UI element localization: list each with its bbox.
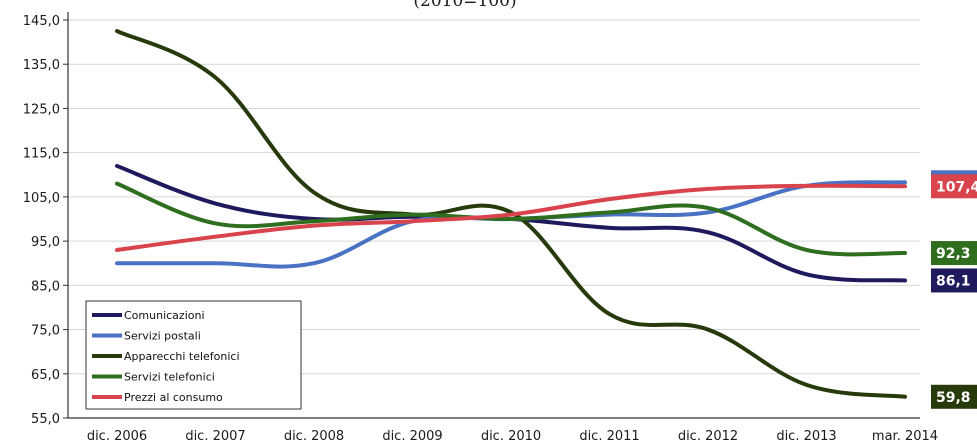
axes: [67, 12, 920, 419]
legend-item: Servizi postali: [92, 330, 201, 343]
legend-item: Comunicazioni: [92, 309, 205, 322]
legend-label: Servizi postali: [124, 330, 201, 343]
y-tick-label: 75,0: [31, 324, 60, 339]
series-lines: [115, 29, 907, 399]
end-label-box: [931, 268, 977, 293]
end-label: 92,3: [931, 241, 977, 266]
y-tick-label: 105,0: [23, 191, 60, 206]
y-tick-label: 55,0: [31, 412, 60, 427]
series-line-prezzi-al-consumo: [115, 183, 907, 252]
y-tick-label: 135,0: [23, 58, 60, 73]
y-tick-label: 145,0: [23, 14, 60, 29]
end-label: 86,1: [931, 268, 977, 293]
series-line-servizi-telefonici: [115, 181, 907, 257]
x-tick-label: dic. 2011: [579, 429, 639, 443]
end-label-box: [931, 174, 977, 199]
chart-subtitle: (2010=100): [413, 0, 516, 11]
end-label-box: [931, 241, 977, 266]
x-axis-ticks: dic. 2006 dic. 2007 dic. 2008 dic. 2009 dic.…: [87, 429, 938, 443]
x-tick-label: dic. 2008: [284, 429, 344, 443]
end-label: 59,8: [931, 384, 977, 409]
end-label-value: 86,1: [936, 273, 971, 289]
series-line-apparecchi-telefonici: [115, 29, 907, 399]
legend-label: Comunicazioni: [124, 309, 205, 322]
end-label-box: [931, 384, 977, 409]
x-tick-label: mar. 2014: [872, 429, 938, 443]
x-tick-label: dic. 2009: [382, 429, 442, 443]
y-axis-ticks: 145,0 135,0 125,0 115,0 105,0 95,0 85,0 75,0 65,…: [23, 14, 68, 427]
end-label-value: 107,4: [936, 179, 977, 195]
legend: Comunicazioni Servizi postali Apparecchi t…: [85, 300, 302, 410]
end-label-value: 59,8: [936, 390, 971, 406]
x-tick-label: dic. 2012: [678, 429, 738, 443]
legend-label: Servizi telefonici: [124, 371, 215, 384]
legend-item: Servizi telefonici: [92, 371, 215, 384]
legend-label: Apparecchi telefonici: [124, 350, 240, 363]
y-tick-label: 115,0: [23, 147, 60, 162]
legend-item: Apparecchi telefonici: [92, 350, 240, 363]
x-tick-label: dic. 2013: [776, 429, 836, 443]
y-tick-label: 95,0: [31, 235, 60, 250]
end-label-value: 92,3: [936, 246, 971, 262]
end-label: 107,4: [931, 174, 977, 199]
grid-lines: [68, 19, 920, 375]
legend-item: Prezzi al consumo: [92, 391, 223, 404]
y-tick-label: 85,0: [31, 279, 60, 294]
y-tick-label: 65,0: [31, 368, 60, 383]
legend-label: Prezzi al consumo: [124, 391, 223, 404]
x-tick-label: dic. 2006: [87, 429, 147, 443]
x-tick-label: dic. 2010: [481, 429, 541, 443]
y-tick-label: 125,0: [23, 102, 60, 117]
x-tick-label: dic. 2007: [185, 429, 245, 443]
